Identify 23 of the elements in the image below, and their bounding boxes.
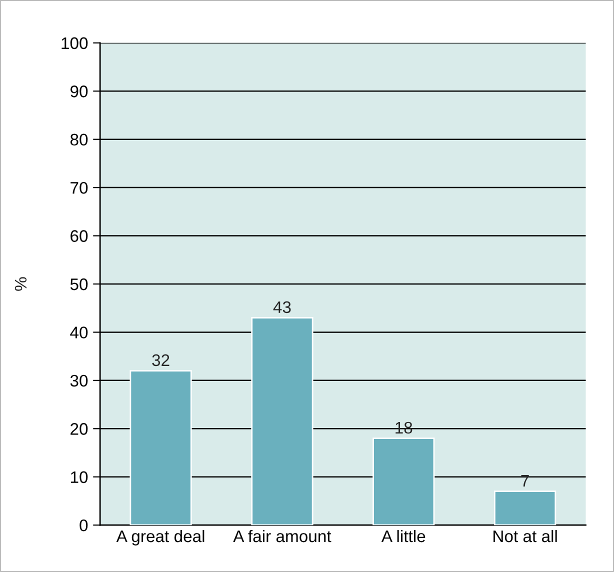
x-tick-label: A little — [381, 530, 426, 542]
y-tick-label: 80 — [70, 134, 88, 146]
y-tick-label: 0 — [80, 519, 88, 532]
bar — [494, 490, 556, 526]
y-tick-label: 70 — [70, 182, 88, 194]
y-tick-label: 50 — [70, 278, 88, 290]
y-tick-label: 60 — [70, 230, 88, 242]
y-tick-label: 40 — [70, 326, 88, 338]
y-tick-label: 100 — [62, 37, 88, 50]
y-tick-label: 30 — [70, 374, 88, 387]
x-tick-label: A great deal — [116, 530, 204, 546]
bar — [251, 317, 314, 526]
data-label: 43 — [273, 301, 291, 314]
x-tick-label: Not at all — [494, 530, 557, 542]
y-tick-label: 90 — [70, 86, 88, 98]
bar — [372, 438, 435, 526]
bar — [130, 370, 192, 526]
x-tick-label: A fair amount — [233, 530, 332, 542]
data-label: 7 — [521, 475, 529, 486]
y-axis-title: % — [14, 277, 27, 291]
data-label: 32 — [152, 354, 170, 366]
y-tick-label: 20 — [70, 423, 88, 435]
y-tick-label: 10 — [71, 471, 88, 484]
